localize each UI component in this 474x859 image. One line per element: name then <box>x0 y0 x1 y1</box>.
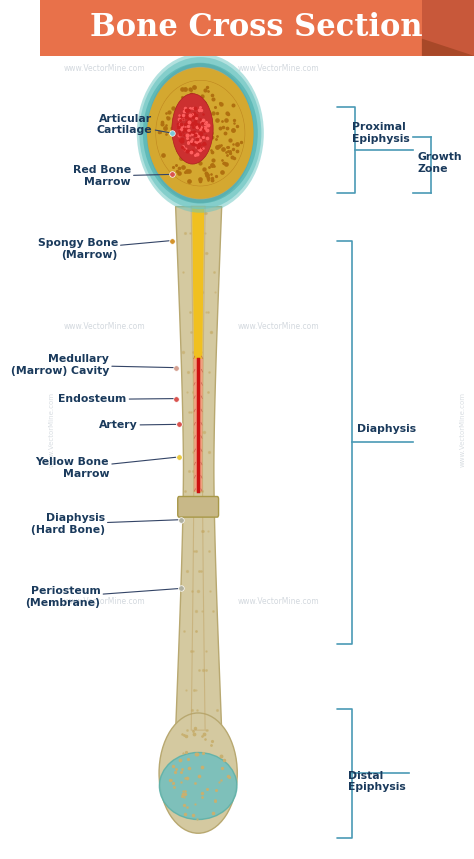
Text: Proximal
Epiphysis: Proximal Epiphysis <box>352 122 410 144</box>
Text: Distal
Epiphysis: Distal Epiphysis <box>348 771 406 793</box>
Text: www.VectorMine.com: www.VectorMine.com <box>237 597 319 606</box>
FancyBboxPatch shape <box>178 497 219 517</box>
Ellipse shape <box>173 95 212 162</box>
Text: Diaphysis: Diaphysis <box>357 424 416 435</box>
Text: Endosteum: Endosteum <box>58 394 173 405</box>
Text: Red Bone
Marrow: Red Bone Marrow <box>73 165 169 187</box>
Ellipse shape <box>159 752 237 819</box>
Text: www.VectorMine.com: www.VectorMine.com <box>64 597 146 606</box>
Text: www.VectorMine.com: www.VectorMine.com <box>64 322 146 331</box>
Text: Bone Cross Section: Bone Cross Section <box>91 12 423 43</box>
Polygon shape <box>422 0 474 56</box>
Text: www.VectorMine.com: www.VectorMine.com <box>48 392 55 467</box>
Polygon shape <box>422 39 474 56</box>
Text: Artery: Artery <box>99 420 176 430</box>
Text: www.VectorMine.com: www.VectorMine.com <box>459 392 465 467</box>
Text: Spongy Bone
(Marrow): Spongy Bone (Marrow) <box>37 238 169 260</box>
Text: www.VectorMine.com: www.VectorMine.com <box>64 64 146 73</box>
Ellipse shape <box>172 94 213 164</box>
Text: Periosteum
(Membrane): Periosteum (Membrane) <box>26 586 178 608</box>
Text: www.VectorMine.com: www.VectorMine.com <box>237 64 319 73</box>
Ellipse shape <box>146 67 255 199</box>
FancyBboxPatch shape <box>40 0 474 56</box>
Text: Diaphysis
(Hard Bone): Diaphysis (Hard Bone) <box>31 513 178 535</box>
Ellipse shape <box>159 713 237 833</box>
Text: Growth
Zone: Growth Zone <box>418 152 462 174</box>
Text: Yellow Bone
Marrow: Yellow Bone Marrow <box>36 457 176 479</box>
Ellipse shape <box>156 81 245 186</box>
Text: Medullary
(Marrow) Cavity: Medullary (Marrow) Cavity <box>11 354 173 376</box>
Text: www.VectorMine.com: www.VectorMine.com <box>237 322 319 331</box>
Ellipse shape <box>156 81 245 186</box>
Text: Articular
Cartilage: Articular Cartilage <box>97 113 169 136</box>
